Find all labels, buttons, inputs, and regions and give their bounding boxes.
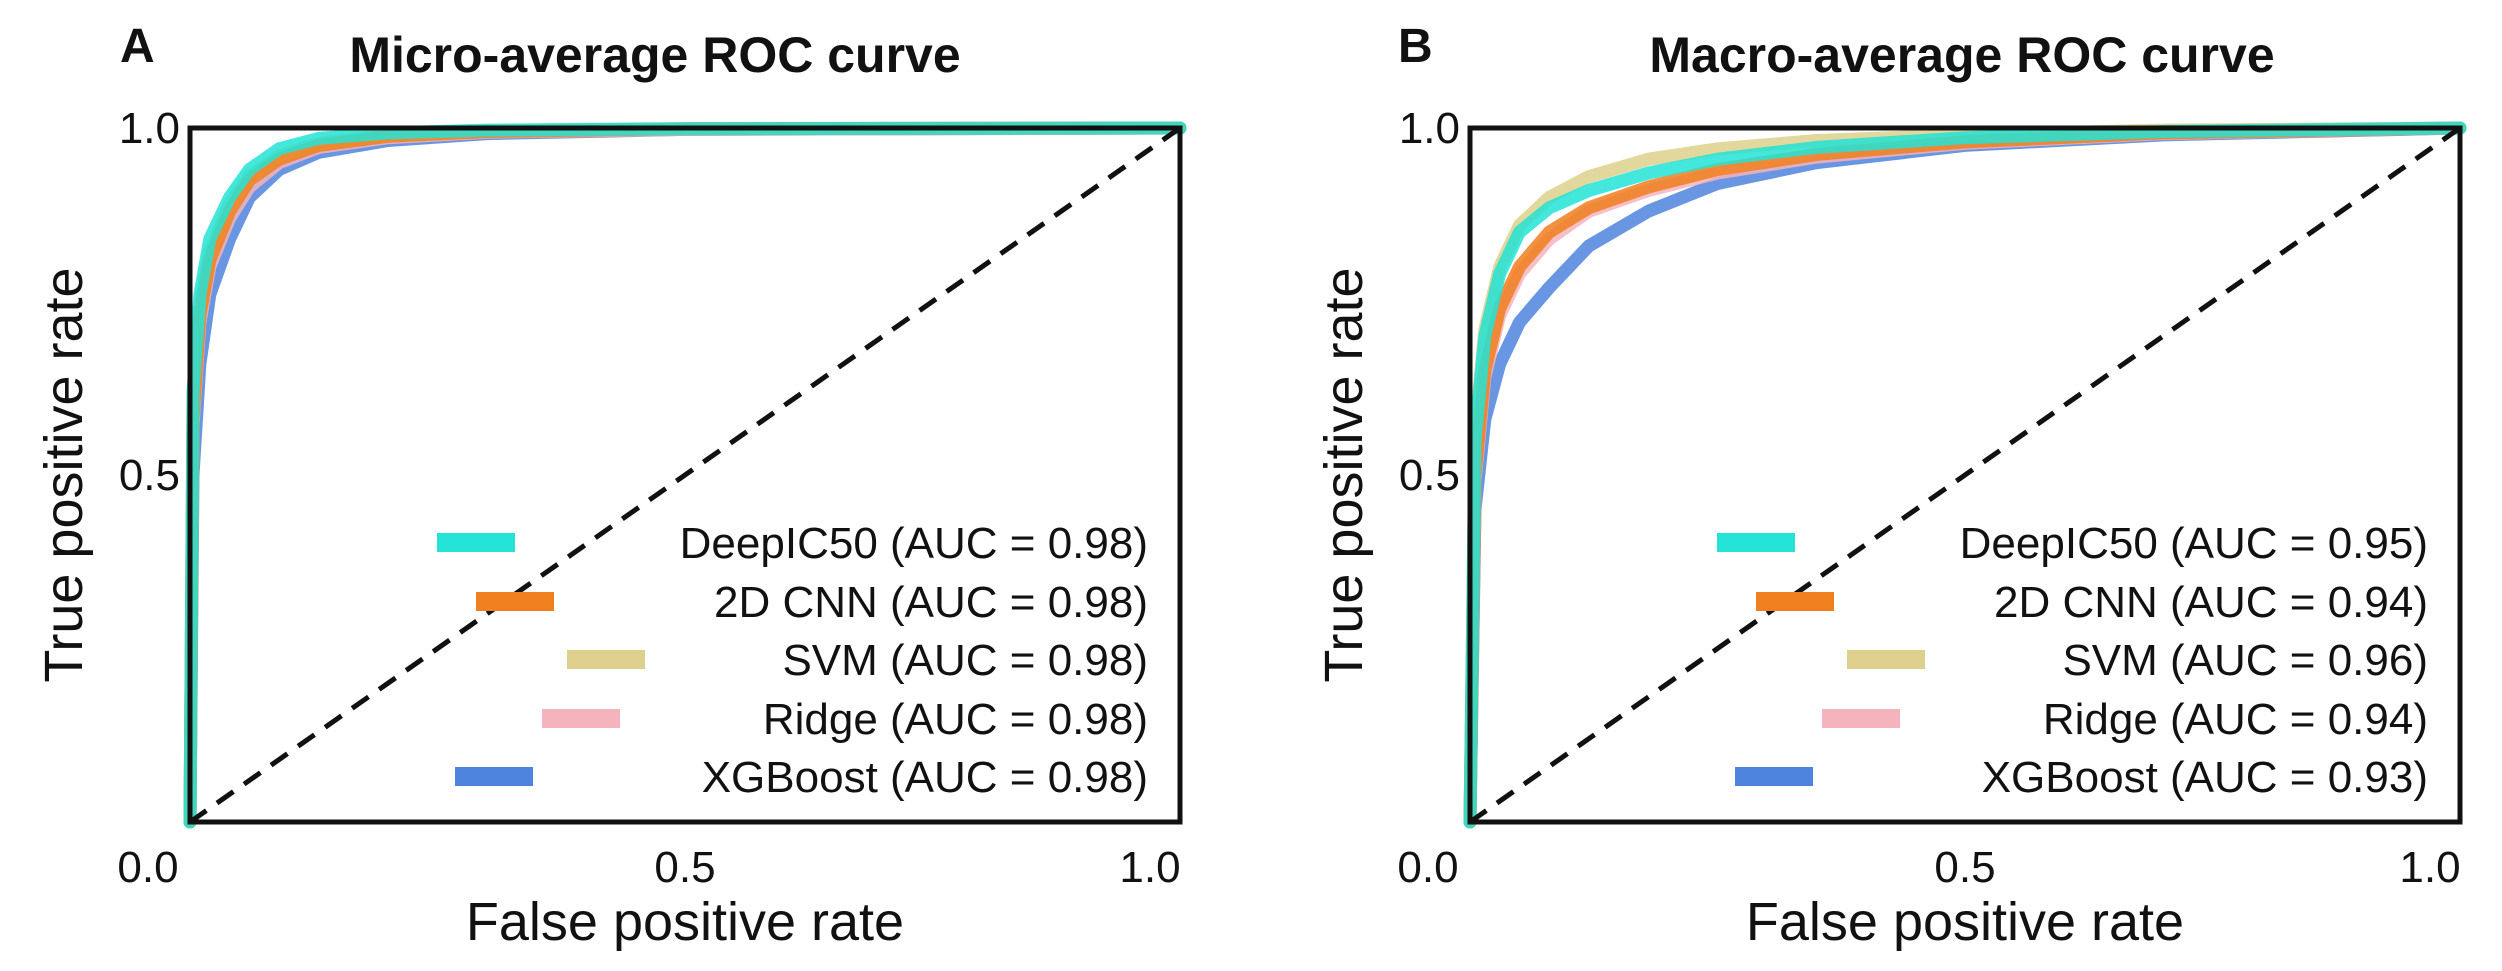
panel-a-legend-label-ridge: Ridge (AUC = 0.98) — [763, 695, 1148, 744]
panel-a-xtick-1.0: 1.0 — [1119, 843, 1180, 892]
panel-b-chance-line — [1468, 125, 2462, 825]
panel-b-xtick-0.5: 0.5 — [1934, 843, 1995, 892]
panel-a-xtick-0.0: 0.0 — [117, 843, 178, 892]
panel-b-legend-label-ridge: Ridge (AUC = 0.94) — [2043, 695, 2428, 744]
panel-a-xtick-0.5: 0.5 — [654, 843, 715, 892]
panel-a-ylabel: True positive rate — [34, 267, 94, 682]
panel-a-legend-label-deepic50: DeepIC50 (AUC = 0.98) — [680, 519, 1148, 568]
panel-b-legend-label-2d-cnn: 2D CNN (AUC = 0.94) — [1994, 578, 2428, 627]
panel-a-plot — [183, 121, 1187, 829]
panel-a-ytick-0.5: 0.5 — [119, 451, 180, 500]
panel-a-legend-swatch-xgboost — [455, 767, 533, 786]
panel-b: B Macro-average ROC curve 1.0 0.5 0.0 0.… — [1314, 20, 2467, 952]
panel-b-roc-line-deepic50 — [1463, 121, 2467, 829]
panel-a-series-group — [183, 121, 1187, 829]
panel-b-legend-swatch-2d-cnn — [1756, 592, 1834, 611]
panel-a-legend-label-xgboost: XGBoost (AUC = 0.98) — [702, 753, 1148, 802]
panel-a-legend: DeepIC50 (AUC = 0.98) 2D CNN (AUC = 0.98… — [437, 519, 1148, 802]
panel-a-legend-label-2d-cnn: 2D CNN (AUC = 0.98) — [714, 578, 1148, 627]
panel-b-plot — [1463, 121, 2467, 829]
panel-b-legend-swatch-ridge — [1822, 709, 1900, 728]
panel-b-title: Macro-average ROC curve — [1649, 27, 2274, 83]
panel-b-legend-label-svm: SVM (AUC = 0.96) — [2062, 636, 2428, 685]
panel-b-legend-label-deepic50: DeepIC50 (AUC = 0.95) — [1960, 519, 2428, 568]
panel-b-series-group — [1463, 121, 2467, 829]
panel-b-letter: B — [1398, 20, 1433, 73]
panel-a-plot-frame — [187, 125, 1183, 825]
panel-b-ytick-1.0: 1.0 — [1399, 104, 1460, 153]
panel-b-legend-swatch-deepic50 — [1717, 533, 1795, 552]
panel-b-xtick-1.0: 1.0 — [2399, 843, 2460, 892]
panel-a-legend-swatch-deepic50 — [437, 533, 515, 552]
panel-a: A Micro-average ROC curve 1.0 0.5 0.0 0.… — [34, 20, 1187, 952]
panel-a-legend-swatch-ridge — [542, 709, 620, 728]
panel-b-xlabel: False positive rate — [1746, 892, 2184, 952]
panel-a-xlabel: False positive rate — [466, 892, 904, 952]
panel-a-title: Micro-average ROC curve — [349, 27, 960, 83]
panel-a-chance-line — [188, 125, 1182, 825]
panel-a-ytick-1.0: 1.0 — [119, 104, 180, 153]
panel-a-legend-swatch-2d-cnn — [476, 592, 554, 611]
panel-b-ytick-0.5: 0.5 — [1399, 451, 1460, 500]
panel-a-legend-swatch-svm — [567, 650, 645, 669]
panel-b-legend-label-xgboost: XGBoost (AUC = 0.93) — [1982, 753, 2428, 802]
panel-b-xtick-0.0: 0.0 — [1397, 843, 1458, 892]
panel-a-legend-label-svm: SVM (AUC = 0.98) — [782, 636, 1148, 685]
panel-b-plot-frame — [1467, 125, 2463, 825]
panel-b-legend: DeepIC50 (AUC = 0.95) 2D CNN (AUC = 0.94… — [1717, 519, 2428, 802]
panel-b-legend-swatch-svm — [1847, 650, 1925, 669]
panel-b-legend-swatch-xgboost — [1735, 767, 1813, 786]
panel-a-letter: A — [120, 20, 155, 73]
panel-b-ylabel: True positive rate — [1314, 267, 1374, 682]
